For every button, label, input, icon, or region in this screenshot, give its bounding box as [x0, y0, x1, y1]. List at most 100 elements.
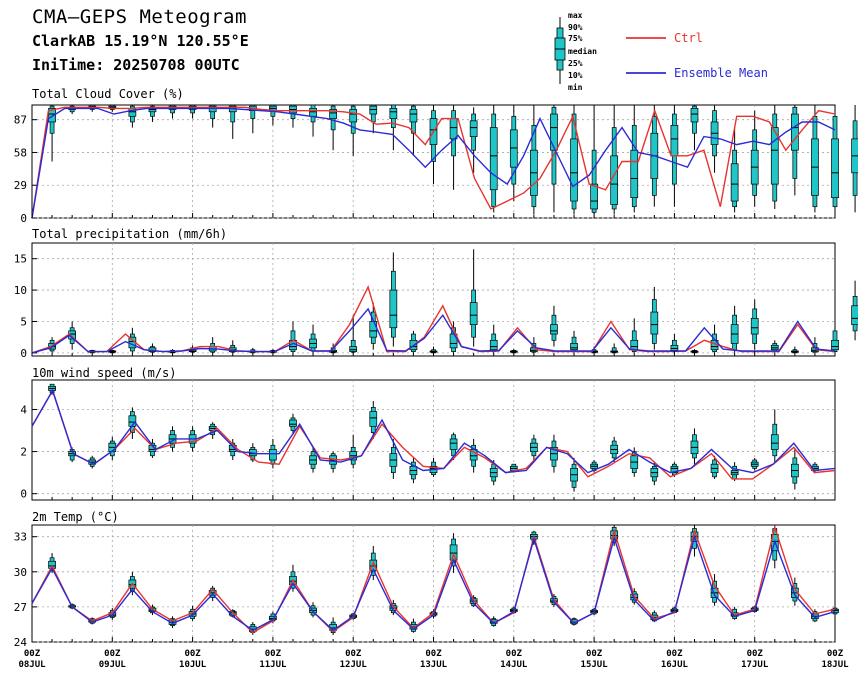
legend-box-label: 75% — [568, 34, 583, 43]
legend-box-label: 25% — [568, 59, 583, 68]
box-inner — [369, 105, 378, 115]
box-inner — [590, 183, 598, 210]
box-inner — [550, 113, 558, 151]
x-tick-label-hour: 00Z — [586, 649, 603, 659]
box-outer — [230, 104, 236, 123]
y-tick-label: 29 — [14, 179, 27, 192]
box-inner — [770, 434, 779, 450]
series-mean-line — [31, 534, 836, 632]
series-mean-line — [31, 107, 836, 219]
box-inner — [309, 108, 317, 117]
legend: max 90% 75% median 25% 10% min Ctrl Ensemble Mea… — [554, 11, 768, 92]
box-inner — [690, 108, 699, 123]
box-inner — [670, 465, 679, 473]
box-inner — [369, 321, 378, 338]
y-tick-label: 24 — [14, 636, 28, 649]
series-ctrl-line — [31, 524, 836, 634]
box-inner — [469, 120, 478, 137]
y-tick-label: 30 — [14, 566, 27, 579]
box-inner — [831, 138, 839, 199]
series-ctrl-line — [31, 388, 836, 480]
panel-title: 2m Temp (°C) — [32, 510, 119, 524]
y-tick-label: 27 — [14, 601, 27, 614]
legend-box-label: min — [568, 82, 583, 92]
x-tick-label-date: 18JUL — [821, 660, 849, 670]
y-tick-label: 10 — [14, 284, 27, 297]
panels: Total Cloud Cover (%) 0 29 58 87 Total precip… — [14, 87, 858, 649]
y-tick-label: 0 — [20, 488, 27, 501]
box-inner — [469, 302, 478, 325]
x-tick-label-hour: 00Z — [827, 649, 844, 659]
y-tick-label: 0 — [20, 347, 27, 360]
box-inner — [670, 124, 679, 157]
x-tick-label-date: 08JUL — [18, 660, 46, 670]
station-info: ClarkAB 15.19°N 120.55°E — [32, 32, 249, 50]
box-inner — [389, 108, 398, 119]
box-inner — [449, 438, 458, 450]
y-tick-label: 15 — [14, 253, 27, 266]
box-inner — [349, 346, 358, 352]
legend-box-label: 10% — [568, 71, 583, 80]
panel-title: Total Cloud Cover (%) — [32, 87, 184, 101]
box-inner — [790, 113, 799, 151]
box-inner — [48, 108, 56, 123]
x-tick-label-date: 09JUL — [99, 660, 127, 670]
x-tick-label-hour: 00Z — [104, 649, 121, 659]
box-outer — [250, 104, 256, 119]
x-tick-label-hour: 00Z — [184, 649, 201, 659]
box-inner — [730, 163, 739, 202]
legend-box-label: median — [568, 46, 597, 56]
x-tick-label-hour: 00Z — [747, 649, 764, 659]
box-inner — [329, 109, 337, 119]
legend-label-mean: Ensemble Mean — [674, 66, 768, 80]
series-mean-line — [31, 388, 836, 474]
x-tick-label-hour: 00Z — [506, 649, 523, 659]
box-inner — [831, 339, 839, 351]
panel-2: 10m wind speed (m/s) 0 2 4 — [20, 366, 836, 501]
x-tick-label-hour: 00Z — [265, 649, 282, 659]
y-tick-label: 33 — [14, 531, 27, 544]
y-tick-label: 5 — [20, 315, 27, 328]
x-axis: 00Z08JUL00Z09JUL00Z10JUL00Z11JUL00Z12JUL… — [18, 649, 849, 670]
x-tick-label-date: 13JUL — [420, 660, 448, 670]
panel-title: Total precipitation (mm/6h) — [32, 227, 227, 241]
y-tick-label: 0 — [20, 212, 27, 225]
legend-box-label: 90% — [568, 23, 583, 32]
box-inner — [770, 127, 779, 185]
x-tick-label-hour: 00Z — [345, 649, 362, 659]
box-inner — [489, 339, 498, 351]
y-tick-label: 58 — [14, 146, 27, 159]
box-inner — [570, 138, 578, 202]
box-inner — [630, 339, 639, 351]
box-inner — [289, 419, 297, 427]
box-inner — [670, 344, 679, 351]
x-tick-label-date: 11JUL — [259, 660, 287, 670]
box-inner — [449, 544, 458, 561]
box-inner — [489, 127, 498, 191]
x-tick-label-date: 15JUL — [581, 660, 609, 670]
box-inner — [570, 343, 578, 351]
box-inner — [349, 109, 358, 123]
box-inner — [630, 149, 639, 199]
box-outer — [611, 347, 617, 354]
panel-3: 2m Temp (°C) 24 27 30 33 — [14, 510, 839, 649]
box-inner — [389, 289, 398, 329]
legend-label-ctrl: Ctrl — [674, 31, 703, 45]
y-tick-label: 87 — [14, 114, 27, 127]
y-tick-label: 2 — [20, 446, 27, 459]
box-inner — [851, 305, 858, 325]
init-time: IniTime: 20250708 00UTC — [32, 56, 240, 74]
box-inner — [650, 311, 659, 335]
panel-0: Total Cloud Cover (%) 0 29 58 87 — [14, 87, 858, 225]
panel-1: Total precipitation (mm/6h) 0 5 10 15 — [14, 227, 858, 360]
box-inner — [449, 118, 458, 140]
x-tick-label-hour: 00Z — [24, 649, 41, 659]
x-tick-label-date: 17JUL — [741, 660, 769, 670]
x-tick-label-date: 14JUL — [500, 660, 528, 670]
box-inner — [409, 109, 418, 123]
box-outer — [591, 149, 597, 213]
x-tick-label-hour: 00Z — [425, 649, 442, 659]
x-tick-label-hour: 00Z — [666, 649, 683, 659]
box-inner — [550, 324, 558, 335]
